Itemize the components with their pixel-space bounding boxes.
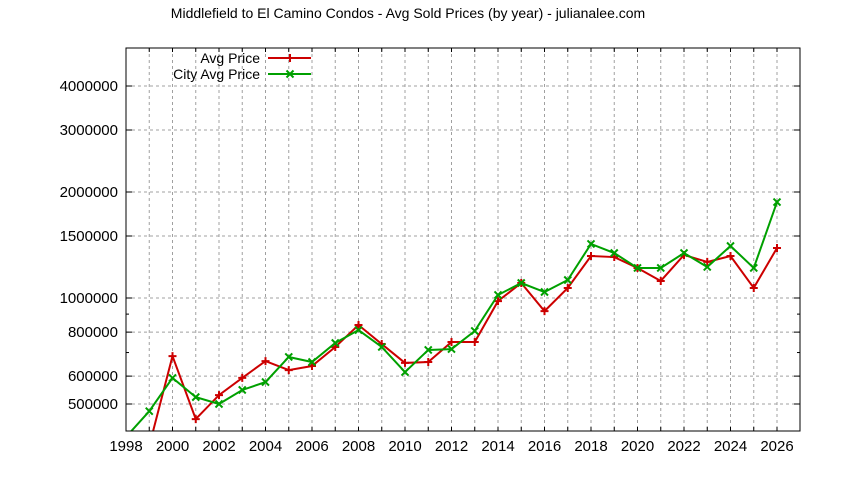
data-point	[517, 278, 526, 288]
y-tick-label: 500000	[68, 396, 118, 413]
data-point	[772, 197, 782, 207]
data-point	[633, 263, 642, 273]
y-tick-label: 3000000	[60, 122, 118, 139]
data-point	[563, 275, 572, 285]
y-tick-label: 600000	[68, 368, 118, 385]
data-point	[401, 358, 409, 367]
data-point	[191, 415, 200, 424]
plot-border	[125, 47, 801, 432]
data-point	[168, 352, 177, 361]
data-point	[354, 321, 363, 330]
data-point	[494, 297, 502, 306]
data-point	[238, 385, 247, 395]
data-point	[400, 367, 410, 377]
x-tick-label: 2024	[714, 438, 747, 455]
x-tick-label: 2016	[528, 438, 561, 455]
data-point	[261, 357, 270, 366]
data-point	[354, 325, 363, 335]
x-axis: 1998 2000 2002 2004 2006 2008 2010 2012 2014 2016…	[109, 48, 794, 455]
data-point	[749, 283, 758, 292]
data-point	[679, 248, 689, 258]
data-point	[145, 406, 154, 416]
legend-label-avg-price: Avg Price	[200, 50, 260, 66]
data-point	[470, 337, 479, 346]
y-axis: 500000 600000 800000 1000000 1500000 2000000 3…	[60, 78, 800, 413]
data-point	[447, 337, 456, 346]
x-tick-label: 2000	[156, 438, 189, 455]
data-point	[703, 257, 712, 266]
data-point	[191, 392, 200, 402]
grid-lines	[126, 48, 800, 431]
data-point	[540, 287, 549, 297]
data-point	[493, 290, 503, 300]
x-tick-label: 2004	[249, 438, 282, 455]
data-point	[145, 442, 153, 450]
chart-title-text: Middlefield to El Camino Condos - Avg So…	[170, 5, 646, 21]
data-point	[447, 344, 456, 354]
data-point	[215, 391, 223, 400]
legend-label-city-avg-price: City Avg Price	[173, 66, 260, 82]
data-point	[261, 377, 270, 387]
y-tick-label: 800000	[68, 324, 118, 341]
data-point	[586, 239, 596, 249]
x-tick-label: 1998	[109, 438, 142, 455]
y-tick-label: 1500000	[60, 228, 118, 245]
series-group	[130, 197, 782, 450]
data-point	[587, 252, 595, 261]
data-point	[331, 338, 340, 348]
data-point	[424, 358, 433, 367]
data-point	[214, 399, 224, 409]
x-tick-label: 2022	[667, 438, 700, 455]
x-tick-label: 2006	[295, 438, 328, 455]
chart-title: Middlefield to El Camino Condos - Avg So…	[0, 5, 844, 21]
data-point	[284, 366, 293, 375]
x-tick-label: 2020	[621, 438, 654, 455]
x-tick-label: 2018	[574, 438, 607, 455]
data-point	[773, 243, 781, 252]
data-point	[610, 248, 619, 258]
data-point	[377, 342, 386, 352]
x-tick-label: 2008	[342, 438, 375, 455]
x-tick-label: 2002	[202, 438, 235, 455]
y-tick-label: 4000000	[60, 78, 118, 95]
data-point	[563, 283, 572, 292]
data-point	[307, 357, 317, 367]
series-avg-price	[145, 243, 781, 450]
y-tick-label: 2000000	[60, 184, 118, 201]
data-point	[470, 326, 479, 336]
x-tick-label: 2014	[481, 438, 514, 455]
y-tick-label: 1000000	[60, 290, 118, 307]
data-point	[284, 352, 293, 362]
data-point	[656, 276, 665, 285]
data-point	[749, 263, 758, 273]
data-point	[656, 263, 665, 273]
data-point	[540, 307, 549, 316]
series-city-avg-price	[130, 197, 782, 431]
data-point	[424, 345, 433, 355]
data-point	[703, 262, 712, 272]
data-point	[238, 373, 247, 382]
x-tick-label: 2012	[435, 438, 468, 455]
data-point	[168, 373, 177, 383]
x-tick-label: 2010	[388, 438, 421, 455]
data-point	[726, 241, 735, 251]
data-point	[726, 252, 735, 261]
x-tick-label: 2026	[760, 438, 793, 455]
